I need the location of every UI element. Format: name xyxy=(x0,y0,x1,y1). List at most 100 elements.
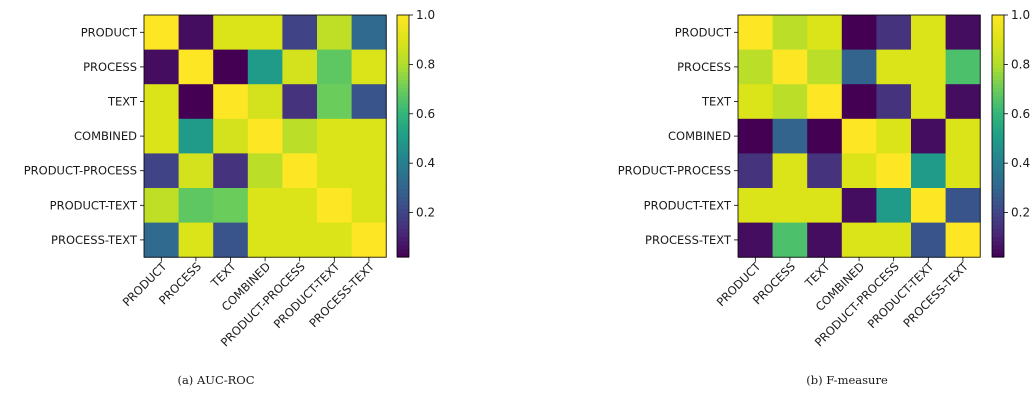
colorbar-segment xyxy=(992,75,1004,81)
heatmap-cell-process-text-process xyxy=(772,222,808,258)
heatmap-cell-combined-text xyxy=(807,118,843,154)
colorbar-segment xyxy=(397,95,409,101)
y-tick-label-product: PRODUCT xyxy=(675,25,732,39)
heatmap-cell-product-text-product xyxy=(144,188,180,224)
heatmap-cell-product-text-process-text xyxy=(351,188,387,224)
heatmap-cell-text-process-text xyxy=(351,84,387,120)
y-tick-label-process-text: PROCESS-TEXT xyxy=(51,233,138,247)
heatmap-cell-product-product-process xyxy=(282,15,318,51)
colorbar-segment xyxy=(992,244,1004,250)
heatmap-cell-product-text-product-text xyxy=(317,188,353,224)
heatmap-cell-text-product-text xyxy=(911,84,947,120)
heatmap-cell-process-process-text xyxy=(945,49,981,85)
heatmap-cell-product-product xyxy=(144,15,180,51)
colorbar-segment xyxy=(397,176,409,181)
heatmap-cell-product-text-product-process xyxy=(282,188,318,224)
colorbar-segment xyxy=(397,228,409,234)
colorbar-tick-label: 0.8 xyxy=(416,57,435,71)
colorbar-segment xyxy=(992,156,1004,161)
heatmap-cell-process-process-text xyxy=(351,49,387,85)
colorbar-segment xyxy=(397,168,409,173)
heatmap-cell-text-process-text xyxy=(945,84,981,120)
colorbar-frame xyxy=(991,14,1005,258)
colorbar-segment xyxy=(992,196,1004,202)
heatmap-cell-combined-product-process xyxy=(282,118,318,154)
colorbar-segment xyxy=(992,79,1004,85)
colorbar-segment xyxy=(992,152,1004,157)
heatmap-cell-text-combined xyxy=(247,84,283,120)
heatmap-cell-product-process-text xyxy=(351,15,387,51)
heatmap-cell-process-product-text xyxy=(911,49,947,85)
colorbar-segment xyxy=(397,236,409,242)
heatmap-cell-combined-process xyxy=(178,118,214,154)
heatmap-cell-process-text-product xyxy=(144,222,180,258)
heatmap-cell-product-process-text xyxy=(807,153,843,189)
colorbar-segment xyxy=(992,144,1004,149)
colorbar-segment xyxy=(397,59,409,64)
heatmap-cell-product-process-process-text xyxy=(945,153,981,189)
colorbar-segment xyxy=(992,140,1004,145)
heatmap-cell-product-text xyxy=(213,15,249,51)
colorbar-segment xyxy=(992,71,1004,77)
colorbar-segment xyxy=(397,140,409,145)
colorbar-segment xyxy=(397,91,409,97)
colorbar-segment xyxy=(992,123,1004,129)
colorbar-segment xyxy=(992,232,1004,238)
heatmap-cell-product-text xyxy=(807,15,843,51)
colorbar-segment xyxy=(397,47,409,52)
heatmap-cell-product-product-process xyxy=(876,15,912,51)
heatmap-cell-product-text-process xyxy=(178,188,214,224)
heatmap-cell-product-product xyxy=(738,15,774,51)
heatmap-cell-process-text-process xyxy=(178,222,214,258)
colorbar-segment xyxy=(397,164,409,169)
colorbar-segment xyxy=(397,244,409,250)
heatmap-cell-product-text-process-text xyxy=(945,188,981,224)
heatmap-cell-combined-text xyxy=(213,118,249,154)
heatmap-cell-combined-combined xyxy=(247,118,283,154)
heatmap-cell-product-text-product xyxy=(738,188,774,224)
colorbar-segment xyxy=(992,51,1004,56)
heatmap-cell-process-product xyxy=(738,49,774,85)
heatmap-cell-product-combined xyxy=(247,15,283,51)
heatmap-cell-combined-product-text xyxy=(317,118,353,154)
y-tick-label-process-text: PROCESS-TEXT xyxy=(645,233,732,247)
colorbar-segment xyxy=(397,144,409,149)
y-tick-label-product-text: PRODUCT-TEXT xyxy=(644,198,732,212)
colorbar-tick-label: 0.2 xyxy=(416,206,435,220)
colorbar-segment xyxy=(397,220,409,226)
colorbar-segment xyxy=(397,103,409,109)
colorbar-segment xyxy=(397,131,409,137)
colorbar-segment xyxy=(992,91,1004,97)
colorbar-segment xyxy=(992,59,1004,64)
heatmap-cell-combined-product xyxy=(738,118,774,154)
heatmap-cell-combined-product xyxy=(144,118,180,154)
x-tick-label-text: TEXT xyxy=(208,259,240,291)
heatmap-cell-process-process xyxy=(178,49,214,85)
heatmap-panel-f-measure: PRODUCT PROCESS TEXT COMBINED PRODUCT-PROCES… xyxy=(618,8,1030,349)
y-tick-label-product-process: PRODUCT-PROCESS xyxy=(618,164,731,178)
heatmap-cell-product-process-text xyxy=(213,153,249,189)
colorbar-segment xyxy=(397,83,409,89)
heatmap-cell-process-process xyxy=(772,49,808,85)
colorbar-segment xyxy=(397,172,409,177)
heatmap-cell-process-product xyxy=(144,49,180,85)
heatmap-cell-combined-process xyxy=(772,118,808,154)
heatmap-cell-product-product-text xyxy=(911,15,947,51)
heatmap-cell-product-process-process-text xyxy=(351,153,387,189)
colorbar-segment xyxy=(397,19,409,24)
colorbar-segment xyxy=(992,107,1004,113)
colorbar-tick-label: 0.6 xyxy=(1011,107,1030,121)
colorbar-segment xyxy=(992,87,1004,93)
heatmap-cell-text-product xyxy=(144,84,180,120)
colorbar-segment xyxy=(397,75,409,81)
heatmap-cell-product-text-product-text xyxy=(911,188,947,224)
heatmap-cell-process-text-combined xyxy=(247,222,283,258)
heatmap-cell-product-process xyxy=(178,15,214,51)
colorbar-segment xyxy=(992,240,1004,246)
colorbar-segment xyxy=(397,208,409,214)
colorbar-segment xyxy=(992,27,1004,32)
heatmap-cell-process-text-text xyxy=(213,222,249,258)
colorbar-segment xyxy=(397,51,409,56)
heatmap-cell-text-process xyxy=(178,84,214,120)
